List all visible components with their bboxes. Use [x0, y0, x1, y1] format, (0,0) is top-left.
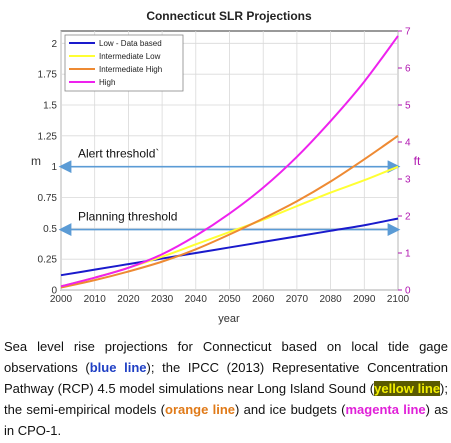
- series-line-0: [60, 217, 399, 277]
- chart-title: Connecticut SLR Projections: [146, 9, 312, 23]
- series-lines: [60, 35, 399, 289]
- left-axis-ticks: 0 0.25 0.5 0.75 1 1.25 1.5 1.75 2: [38, 39, 58, 297]
- legend-label: Intermediate Low: [99, 52, 161, 61]
- left-axis-label: m: [31, 154, 41, 168]
- legend-label: High: [99, 78, 115, 87]
- right-tick-label: 2: [405, 212, 411, 223]
- left-tick-label: 1.75: [38, 70, 58, 81]
- caption-text-2: ); the IPCC (2013) Representative Concen…: [4, 360, 449, 396]
- caption-magenta-line: magenta line: [345, 402, 426, 417]
- left-tick-label: 1.25: [38, 131, 58, 142]
- threshold-label: Planning threshold: [78, 210, 177, 224]
- right-tick-label: 5: [405, 101, 411, 112]
- caption-yellow-line: yellow line: [374, 381, 441, 396]
- right-tick-label: 0: [405, 286, 411, 297]
- left-tick-label: 0.5: [43, 224, 57, 235]
- right-tick-label: 3: [405, 175, 411, 186]
- right-tick-label: 6: [405, 64, 411, 75]
- x-tick-label: 2070: [286, 294, 309, 305]
- right-axis-label: ft: [414, 154, 421, 168]
- x-tick-label: 2000: [50, 294, 73, 305]
- right-tick-label: 4: [405, 138, 411, 149]
- caption-text-5: ) as in CPO-1.: [4, 402, 448, 438]
- caption-blue-line: blue line: [89, 360, 147, 375]
- slr-chart: Connecticut SLR Projections 2000 2010 2020…: [31, 9, 421, 325]
- caption-orange-line: orange line: [165, 402, 236, 417]
- x-tick-label: 2030: [151, 294, 174, 305]
- right-tick-label: 7: [405, 27, 411, 38]
- left-tick-label: 1.5: [43, 101, 57, 112]
- caption-text-3: ); the semi-empirical models (: [4, 381, 448, 417]
- right-axis-ticks: 0 1 2 3 4 5 6 7: [398, 27, 411, 297]
- x-axis-ticks: 2000 2010 2020 2030 2040 2050 2060 2070 2080 2090…: [50, 294, 410, 305]
- left-tick-label: 1: [51, 162, 57, 173]
- figure-caption: Sea level rise projections for Connectic…: [4, 336, 448, 441]
- x-tick-label: 2050: [218, 294, 241, 305]
- legend-label: Low - Data based: [99, 39, 162, 48]
- x-tick-label: 2100: [387, 294, 410, 305]
- caption-text-1: Sea level rise projections for Connectic…: [4, 339, 448, 375]
- x-tick-label: 2060: [252, 294, 275, 305]
- x-tick-label: 2010: [84, 294, 107, 305]
- threshold-annotations: Alert threshold` Planning threshold: [58, 147, 401, 236]
- x-tick-label: 2040: [185, 294, 208, 305]
- threshold-label: Alert threshold`: [78, 147, 159, 161]
- left-tick-label: 2: [51, 39, 57, 50]
- left-tick-label: 0.75: [38, 193, 58, 204]
- x-tick-label: 2080: [319, 294, 342, 305]
- left-tick-label: 0: [51, 286, 57, 297]
- x-tick-label: 2090: [353, 294, 376, 305]
- left-tick-label: 0.25: [38, 255, 58, 266]
- series-line-3: [60, 35, 399, 288]
- caption-text-4: ) and ice budgets (: [235, 402, 346, 417]
- right-tick-label: 1: [405, 249, 411, 260]
- x-axis-label: year: [218, 313, 240, 325]
- legend-label: Intermediate High: [99, 65, 162, 74]
- x-tick-label: 2020: [117, 294, 140, 305]
- legend: Low - Data based Intermediate Low Intermed…: [64, 34, 184, 92]
- series-line-2: [60, 135, 399, 289]
